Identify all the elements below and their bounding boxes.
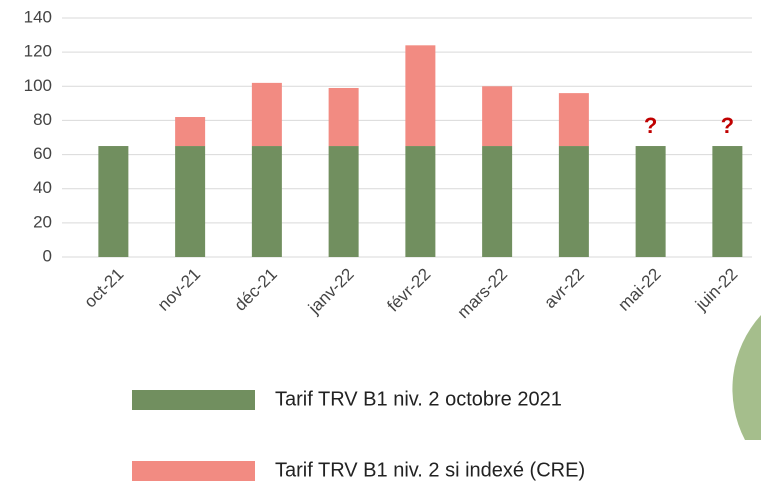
x-tick-label: nov-21 bbox=[154, 265, 204, 315]
bar-segment bbox=[558, 146, 589, 257]
legend-label: Tarif TRV B1 niv. 2 octobre 2021 bbox=[275, 388, 562, 410]
x-tick-label: déc-21 bbox=[231, 265, 281, 315]
y-tick-label: 40 bbox=[33, 178, 52, 197]
x-tick-label: mars-22 bbox=[454, 265, 512, 323]
bar-segment bbox=[405, 45, 436, 147]
bar-segment bbox=[482, 86, 513, 147]
bar-segment bbox=[98, 146, 129, 257]
decoration bbox=[732, 315, 761, 440]
bar-segment bbox=[712, 146, 743, 257]
legend-swatch bbox=[132, 390, 255, 410]
x-tick-label: avr-22 bbox=[540, 265, 588, 313]
bar-segment bbox=[328, 87, 359, 147]
y-tick-label: 80 bbox=[33, 110, 52, 129]
y-tick-label: 120 bbox=[24, 42, 52, 61]
x-tick-label: juin-22 bbox=[691, 265, 741, 315]
x-tick-label: févr-22 bbox=[384, 265, 435, 316]
legend-label: Tarif TRV B1 niv. 2 si indexé (CRE) bbox=[275, 459, 585, 481]
annotation: ? bbox=[721, 113, 734, 138]
y-tick-label: 100 bbox=[24, 76, 52, 95]
bar-segment bbox=[558, 93, 589, 147]
x-tick-label: mai-22 bbox=[614, 265, 664, 315]
legend-swatch bbox=[132, 461, 255, 481]
bar-segment bbox=[635, 146, 666, 257]
bar-segment bbox=[328, 146, 359, 257]
bar-segment bbox=[175, 146, 206, 257]
bar-segment bbox=[482, 146, 513, 257]
x-tick-label: janv-22 bbox=[304, 265, 358, 319]
bar-segment bbox=[251, 146, 282, 257]
y-tick-label: 0 bbox=[43, 246, 52, 265]
y-tick-label: 60 bbox=[33, 144, 52, 163]
bar-segment bbox=[251, 82, 282, 147]
y-tick-label: 140 bbox=[24, 7, 52, 26]
x-tick-label: oct-21 bbox=[81, 265, 128, 312]
bar-segment bbox=[405, 146, 436, 257]
bar-segment bbox=[175, 117, 206, 147]
annotation: ? bbox=[644, 113, 657, 138]
y-tick-label: 20 bbox=[33, 212, 52, 231]
